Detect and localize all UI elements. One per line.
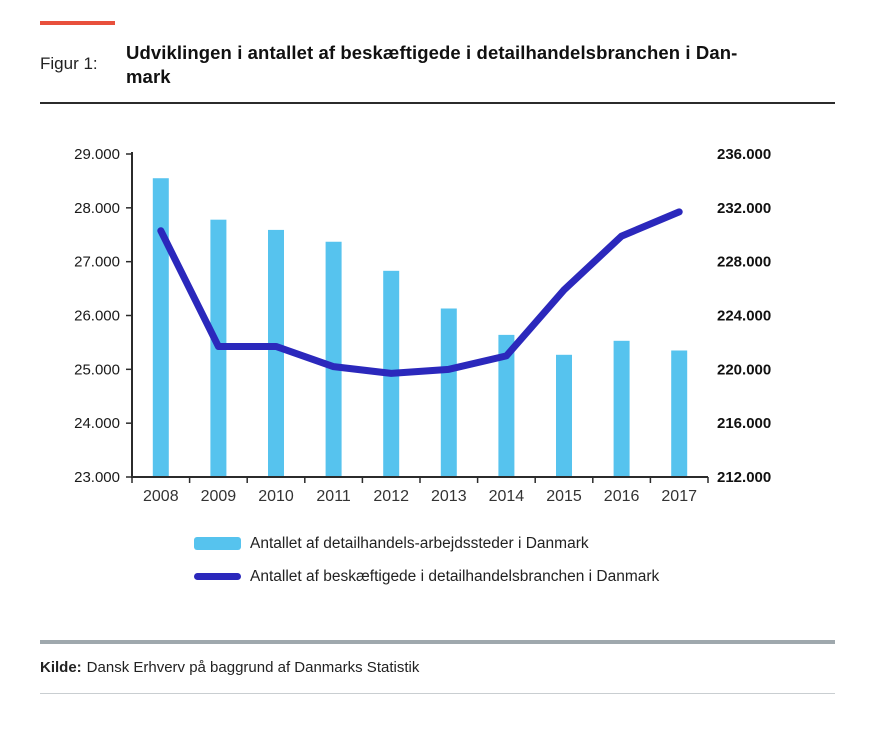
- chart-svg: 29.000 236.000 28.000 232.000 27.000 228.000 2…: [74, 146, 771, 505]
- right-axis-tick-label: 232.000: [717, 200, 771, 217]
- figure-number-label: Figur 1:: [40, 54, 98, 73]
- left-axis-tick-label: 28.000: [74, 200, 120, 217]
- source-separator: [40, 639, 835, 644]
- x-axis-label-2016: 2016: [604, 488, 640, 505]
- bar-series-swatch-icon: [194, 537, 241, 551]
- x-axis-label-2009: 2009: [201, 488, 237, 505]
- x-axis-label-2014: 2014: [489, 488, 525, 505]
- bar-2016: [613, 340, 630, 477]
- accent-dash: [40, 21, 115, 25]
- bar-2008: [152, 178, 169, 477]
- source-line: Kilde: Dansk Erhverv på baggrund af Danma…: [40, 659, 835, 676]
- bar-2014: [498, 334, 515, 477]
- right-axis-tick-label: 220.000: [717, 361, 771, 378]
- x-axis-label-2008: 2008: [143, 488, 179, 505]
- figure-page: Figur 1: Udviklingen i antallet af beskæ…: [0, 21, 875, 694]
- figure-header: Figur 1: Udviklingen i antallet af beskæ…: [40, 41, 835, 90]
- bar-2013: [440, 308, 457, 477]
- figure-title-line1: Udviklingen i antallet af beskæftigede i…: [126, 42, 738, 63]
- legend-line-label: Antallet af beskæftigede i detailhandels…: [250, 567, 660, 585]
- right-axis-tick-label: 236.000: [717, 146, 771, 163]
- figure-title: Udviklingen i antallet af beskæftigede i…: [126, 41, 737, 90]
- bar-2017: [671, 350, 688, 477]
- bar-2010: [268, 229, 284, 477]
- x-axis-label-2011: 2011: [316, 488, 351, 505]
- left-axis-tick-label: 24.000: [74, 415, 120, 432]
- left-axis-tick-label: 26.000: [74, 307, 120, 324]
- legend-bar-label: Antallet af detailhandels-arbejdssteder …: [250, 534, 589, 552]
- left-axis-tick-label: 27.000: [74, 253, 120, 270]
- legend-row-bar: Antallet af detailhandels-arbejdssteder …: [194, 531, 835, 557]
- bottom-rule: [40, 692, 835, 694]
- bar-2015: [556, 354, 572, 477]
- employment-line: [157, 208, 683, 377]
- line-series-swatch-icon: [194, 573, 241, 581]
- left-axis-tick-label: 25.000: [74, 361, 120, 378]
- x-axis-label-2015: 2015: [546, 488, 582, 505]
- chart-legend: Antallet af detailhandels-arbejdssteder …: [194, 531, 835, 590]
- x-axis-label-2010: 2010: [258, 488, 294, 505]
- x-axis-label-2012: 2012: [373, 488, 409, 505]
- chart-area: 29.000 236.000 28.000 232.000 27.000 228.000 2…: [40, 138, 835, 521]
- x-axis-label-2013: 2013: [431, 488, 467, 505]
- figure-title-line2: mark: [126, 66, 171, 88]
- right-axis-tick-label: 212.000: [717, 469, 771, 486]
- bar-2011: [325, 241, 342, 477]
- right-axis-tick-label: 228.000: [717, 253, 771, 270]
- left-axis-tick-label: 29.000: [74, 146, 120, 163]
- right-axis-tick-label: 224.000: [717, 307, 771, 324]
- source-text: Dansk Erhverv på baggrund af Danmarks St…: [86, 658, 420, 676]
- legend-row-line: Antallet af beskæftigede i detailhandels…: [194, 564, 835, 590]
- left-axis-tick-label: 23.000: [74, 469, 120, 486]
- title-separator: [40, 101, 835, 104]
- right-axis-tick-label: 216.000: [717, 415, 771, 432]
- x-axis-label-2017: 2017: [661, 488, 697, 505]
- source-prefix: Kilde:: [40, 658, 82, 676]
